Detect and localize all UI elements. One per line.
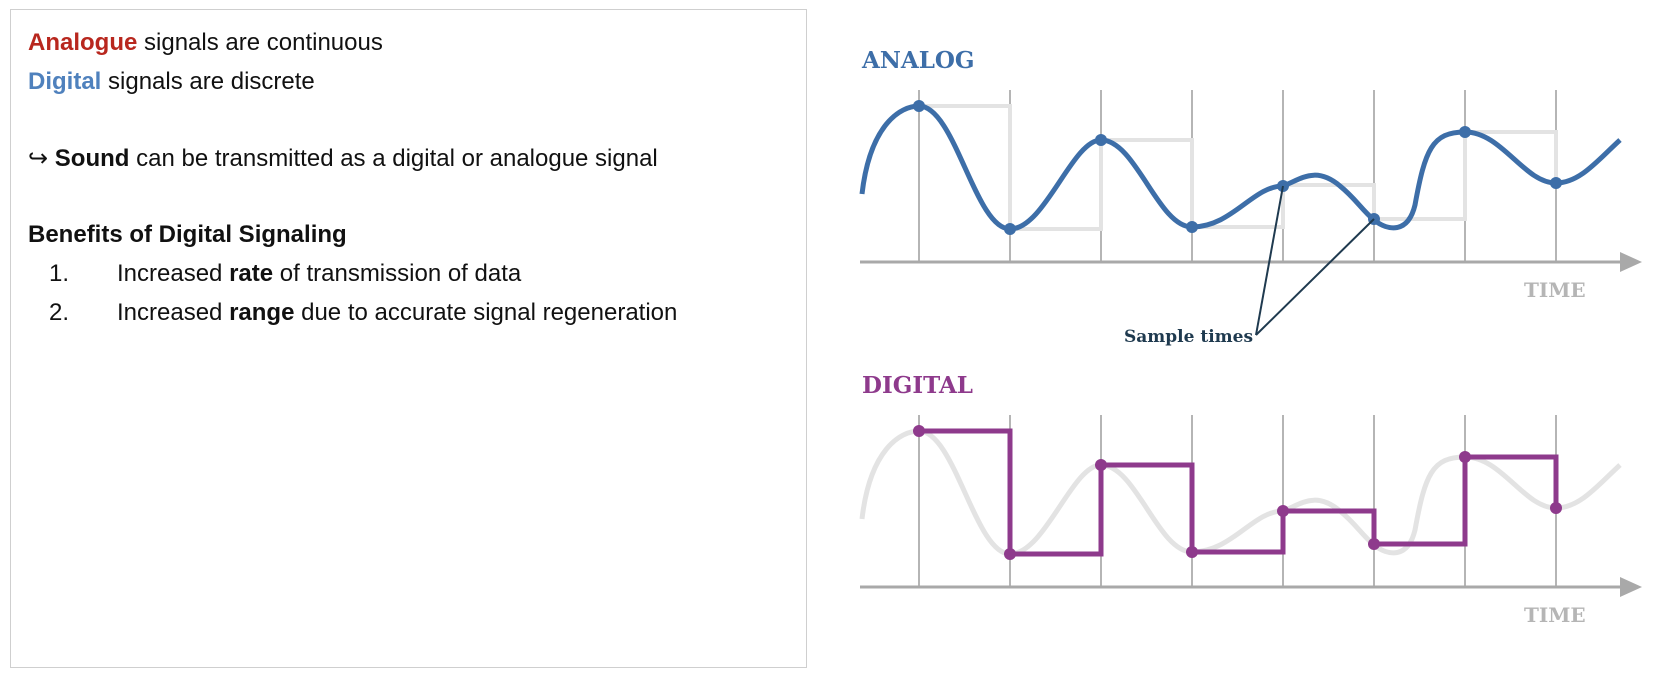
sample-point [1095, 134, 1107, 146]
sample-point [1186, 546, 1198, 558]
digital-wave [919, 428, 1559, 557]
arrow-right-icon [1620, 252, 1642, 272]
sample-point [1004, 548, 1016, 560]
list-item-after: due to accurate signal regeneration [294, 299, 678, 326]
analog-ghost-steps [919, 104, 1558, 231]
sample-point [1459, 451, 1471, 463]
sample-times-label: Sample times [1124, 327, 1253, 347]
sample-point [1186, 221, 1198, 233]
sound-statement: ↪ Sound can be transmitted as a digital … [28, 144, 658, 174]
list-item-text: Increased range due to accurate signal r… [117, 298, 677, 328]
digital-definition: Digital signals are discrete [28, 67, 315, 97]
digital-word: Digital [28, 68, 102, 95]
sample-point [913, 100, 925, 112]
list-item-keyword: range [229, 299, 295, 326]
analog-title: ANALOG [861, 47, 975, 74]
sound-word: Sound [54, 145, 130, 172]
sample-point [1550, 502, 1562, 514]
arrow-right-icon [1620, 577, 1642, 597]
sample-point [913, 425, 925, 437]
digital-time-label: TIME [1524, 603, 1586, 627]
list-item-after: of transmission of data [273, 260, 522, 287]
sample-point [1459, 126, 1471, 138]
analog-time-label: TIME [1524, 278, 1586, 302]
signal-diagram: ANALOG TIME [859, 47, 1642, 627]
sample-point [1095, 459, 1107, 471]
sample-point [1550, 177, 1562, 189]
digital-panel: DIGITAL TIME [859, 372, 1642, 627]
hook-arrow-icon: ↪ [28, 145, 49, 172]
list-number: 2. [49, 299, 70, 326]
analog-panel: ANALOG TIME [859, 47, 1642, 347]
sample-point [1277, 505, 1289, 517]
notes-panel: Analogue signals are continuous Digital … [10, 9, 807, 668]
analogue-word: Analogue [28, 29, 138, 56]
digital-ghost-wave [859, 428, 1622, 557]
sound-statement-text: can be transmitted as a digital or analo… [129, 145, 658, 172]
list-item-text: Increased rate of transmission of data [117, 259, 521, 289]
digital-definition-text: signals are discrete [101, 68, 315, 95]
list-number: 1. [49, 260, 70, 287]
digital-grid [918, 415, 1557, 587]
list-item-keyword: rate [229, 260, 274, 287]
analogue-definition-text: signals are continuous [137, 29, 383, 56]
analogue-definition: Analogue signals are continuous [28, 28, 383, 58]
sample-point [1368, 538, 1380, 550]
digital-sample-points [913, 425, 1562, 560]
benefits-heading: Benefits of Digital Signaling [28, 221, 347, 248]
list-item-before: Increased [117, 260, 230, 287]
analog-wave [859, 103, 1622, 232]
sample-point [1004, 223, 1016, 235]
analog-grid [918, 90, 1557, 262]
list-item-before: Increased [117, 299, 230, 326]
sample-times-pointer [1255, 185, 1375, 336]
digital-title: DIGITAL [862, 372, 973, 399]
